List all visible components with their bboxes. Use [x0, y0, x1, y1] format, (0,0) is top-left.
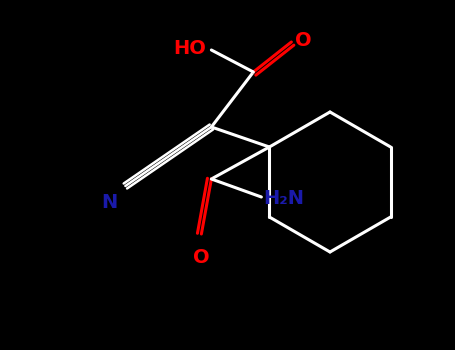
- Text: O: O: [295, 30, 312, 49]
- Text: HO: HO: [173, 38, 207, 57]
- Text: H₂N: H₂N: [263, 189, 304, 209]
- Text: N: N: [101, 193, 117, 212]
- Text: O: O: [193, 248, 210, 267]
